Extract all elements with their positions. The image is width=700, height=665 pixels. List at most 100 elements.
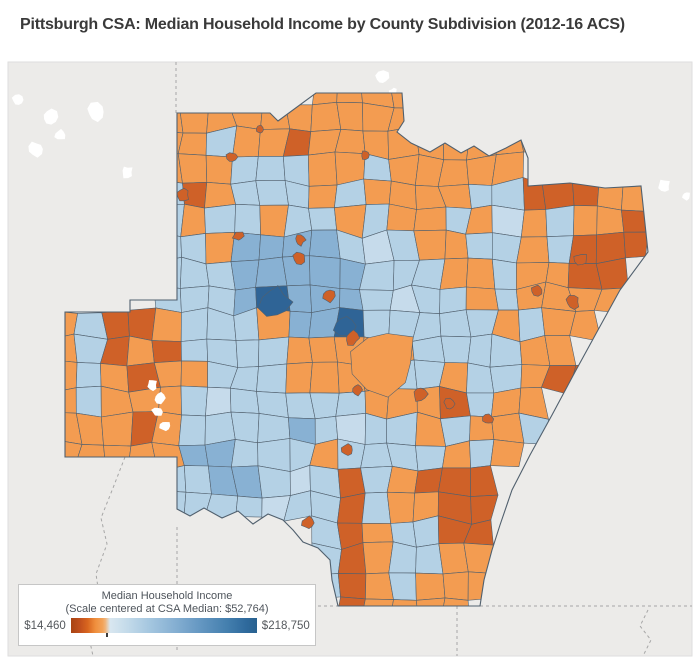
county-subdivision[interactable] (467, 333, 493, 368)
county-subdivision[interactable] (439, 309, 472, 338)
county-subdivision[interactable] (438, 542, 469, 575)
county-subdivision[interactable] (352, 384, 363, 397)
county-subdivision[interactable] (491, 204, 525, 238)
county-subdivision[interactable] (546, 235, 574, 264)
county-subdivision[interactable] (361, 491, 392, 524)
county-subdivision[interactable] (257, 413, 291, 444)
county-subdivision[interactable] (442, 571, 469, 601)
county-subdivision[interactable] (285, 361, 313, 394)
county-subdivision[interactable] (443, 397, 456, 410)
county-subdivision[interactable] (437, 159, 469, 187)
county-subdivision[interactable] (359, 289, 394, 311)
county-subdivision[interactable] (288, 310, 313, 339)
county-subdivision[interactable] (388, 154, 420, 186)
county-subdivision[interactable] (308, 184, 338, 209)
county-subdivision[interactable] (415, 445, 447, 472)
county-subdivision[interactable] (257, 285, 294, 317)
county-subdivision[interactable] (205, 386, 232, 417)
county-subdivision[interactable] (307, 151, 338, 187)
county-subdivision[interactable] (177, 153, 208, 184)
county-subdivision[interactable] (75, 362, 102, 389)
county-subdivision[interactable] (309, 255, 341, 289)
county-subdivision[interactable] (413, 206, 447, 232)
county-subdivision[interactable] (75, 385, 102, 418)
county-subdivision[interactable] (230, 259, 260, 291)
county-subdivision[interactable] (258, 336, 290, 367)
county-subdivision[interactable] (388, 572, 417, 601)
county-subdivision[interactable] (234, 203, 261, 236)
county-subdivision[interactable] (623, 231, 649, 259)
county-subdivision[interactable] (468, 183, 493, 209)
county-subdivision[interactable] (465, 286, 499, 311)
county-subdivision[interactable] (389, 599, 420, 627)
legend[interactable]: Median Household Income (Scale centered … (18, 584, 316, 646)
county-subdivision[interactable] (386, 491, 416, 524)
county-subdivision[interactable] (466, 392, 495, 418)
county-subdivision[interactable] (466, 154, 497, 186)
county-subdivision[interactable] (309, 392, 340, 420)
county-subdivision[interactable] (361, 150, 370, 160)
county-subdivision[interactable] (309, 229, 341, 259)
county-subdivision[interactable] (388, 541, 417, 574)
county-subdivision[interactable] (309, 361, 340, 394)
county-subdivision[interactable] (490, 439, 525, 468)
county-subdivision[interactable] (151, 340, 182, 364)
county-subdivision[interactable] (259, 204, 289, 238)
county-subdivision[interactable] (465, 232, 493, 260)
county-subdivision[interactable] (415, 572, 446, 601)
county-subdivision[interactable] (308, 336, 338, 363)
county-subdivision[interactable] (364, 412, 388, 445)
county-subdivision[interactable] (565, 295, 580, 310)
county-subdivision[interactable] (180, 307, 209, 342)
county-subdivision[interactable] (230, 180, 261, 206)
county-subdivision[interactable] (386, 465, 419, 494)
county-subdivision[interactable] (490, 387, 522, 418)
county-subdivision[interactable] (596, 205, 625, 236)
county-subdivision[interactable] (491, 258, 517, 290)
county-subdivision[interactable] (335, 596, 366, 628)
county-subdivision[interactable] (337, 573, 367, 600)
county-subdivision[interactable] (363, 178, 392, 205)
county-subdivision[interactable] (413, 387, 429, 402)
county-subdivision[interactable] (100, 411, 134, 447)
county-subdivision[interactable] (465, 257, 496, 290)
county-subdivision[interactable] (361, 522, 394, 543)
county-subdivision[interactable] (413, 229, 447, 261)
county-subdivision[interactable] (231, 439, 259, 468)
county-subdivision[interactable] (255, 256, 288, 288)
county-subdivision[interactable] (231, 231, 245, 241)
county-subdivision[interactable] (440, 335, 472, 364)
county-subdivision[interactable] (257, 465, 291, 499)
county-subdivision[interactable] (205, 231, 236, 265)
county-subdivision[interactable] (255, 124, 264, 134)
county-subdivision[interactable] (180, 203, 206, 238)
county-subdivision[interactable] (573, 253, 587, 266)
county-subdivision[interactable] (494, 288, 519, 311)
county-subdivision[interactable] (490, 412, 525, 444)
county-subdivision[interactable] (340, 443, 353, 456)
county-subdivision[interactable] (359, 598, 394, 628)
county-subdivision[interactable] (337, 467, 366, 499)
county-subdivision[interactable] (295, 234, 307, 247)
county-subdivision[interactable] (256, 363, 288, 394)
county-subdivision[interactable] (530, 284, 543, 297)
county-subdivision[interactable] (346, 329, 361, 346)
county-subdivision[interactable] (292, 251, 306, 266)
county-subdivision[interactable] (415, 597, 446, 627)
county-subdivision[interactable] (439, 257, 469, 290)
county-subdivision[interactable] (183, 465, 212, 495)
county-subdivision[interactable] (520, 209, 548, 238)
county-subdivision[interactable] (177, 132, 207, 156)
county-subdivision[interactable] (151, 307, 182, 342)
county-subdivision[interactable] (255, 180, 289, 206)
county-subdivision[interactable] (415, 543, 444, 575)
county-subdivision[interactable] (362, 541, 394, 575)
county-subdivision[interactable] (621, 209, 649, 233)
county-subdivision[interactable] (482, 413, 495, 424)
county-subdivision[interactable] (180, 338, 209, 362)
county-subdivision[interactable] (336, 492, 366, 524)
county-subdivision[interactable] (230, 411, 260, 444)
county-subdivision[interactable] (301, 515, 315, 530)
county-subdivision[interactable] (229, 387, 260, 414)
